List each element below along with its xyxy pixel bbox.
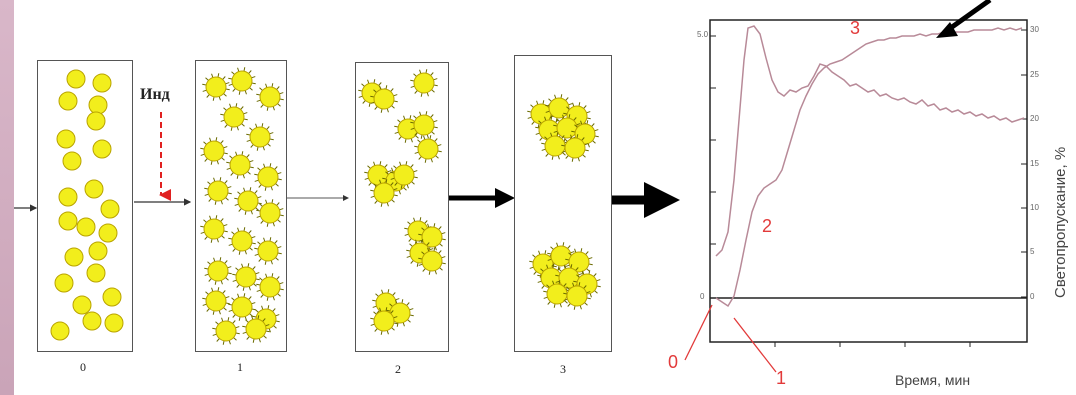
left-tick-zero: 0: [700, 292, 705, 301]
spiky-particle: [370, 179, 398, 207]
spiky-particle: [410, 69, 438, 97]
x-axis-title: Время, мин: [895, 372, 971, 388]
particle: [92, 73, 112, 93]
curve-turbidity: [715, 25, 1025, 257]
right-tick-10: 10: [1030, 203, 1039, 212]
panel-1-particles: [200, 67, 284, 345]
panel-1-label: 1: [237, 360, 243, 374]
curve-label-3: 3: [850, 18, 861, 38]
spiky-particle: [204, 257, 232, 285]
spiky-particle: [565, 248, 593, 276]
spiky-particle: [226, 151, 254, 179]
spiky-particle: [204, 177, 232, 205]
particle: [100, 199, 120, 219]
particle: [54, 273, 74, 293]
curve-label-1: 1: [776, 368, 787, 388]
indicator-label: Инд: [140, 86, 170, 103]
panel-3-particles: [527, 94, 601, 310]
spiky-particle: [200, 215, 228, 243]
spiky-particle: [254, 237, 282, 265]
right-tick-5: 5: [1030, 247, 1035, 256]
spiky-particle: [200, 137, 228, 165]
particle: [76, 217, 96, 237]
spiky-particle: [228, 293, 256, 321]
panel-2-particles: [358, 69, 446, 335]
particle: [82, 311, 102, 331]
particle: [58, 187, 78, 207]
right-tick-20: 20: [1030, 114, 1039, 123]
spiky-particle: [202, 287, 230, 315]
particle: [98, 223, 118, 243]
curve-label-0: 0: [668, 352, 679, 372]
spiky-particle: [256, 83, 284, 111]
particle: [50, 321, 70, 341]
spiky-particle: [212, 317, 240, 345]
curve-transmittance: [715, 27, 1023, 308]
spiky-particle: [254, 163, 282, 191]
right-axis-title: Светопропускание, %: [1052, 146, 1069, 298]
particle: [86, 111, 106, 131]
spiky-particle: [232, 263, 260, 291]
particle: [72, 295, 92, 315]
left-edge-band: [0, 0, 14, 395]
left-tick-top: 5.0: [697, 30, 709, 39]
spiky-particle: [228, 227, 256, 255]
spiky-particle: [242, 315, 270, 343]
spiky-particle: [220, 103, 248, 131]
particle: [66, 69, 86, 89]
right-tick-30: 30: [1030, 25, 1039, 34]
particle: [102, 287, 122, 307]
spiky-particle: [418, 223, 446, 251]
spiky-particle: [543, 280, 571, 308]
spiky-particle: [414, 135, 442, 163]
spiky-particle: [256, 199, 284, 227]
particle: [62, 151, 82, 171]
particle: [84, 179, 104, 199]
panel-3: [514, 55, 612, 352]
panel-3-label: 3: [560, 362, 566, 376]
spiky-particle: [370, 85, 398, 113]
panel-1: [195, 60, 287, 352]
panel-2-label: 2: [395, 362, 401, 376]
spiky-particle: [256, 273, 284, 301]
spiky-particle: [370, 307, 398, 335]
spiky-particle: [246, 123, 274, 151]
particle: [64, 247, 84, 267]
spiky-particle: [234, 187, 262, 215]
particle: [58, 91, 78, 111]
particle: [56, 129, 76, 149]
spiky-particle: [418, 247, 446, 275]
right-tick-0: 0: [1030, 292, 1035, 301]
panel-2: [355, 62, 449, 352]
spiky-particle: [563, 282, 591, 310]
panel-0-particles: [50, 69, 124, 341]
spiky-particle: [202, 73, 230, 101]
spiky-particle: [390, 161, 418, 189]
particle: [104, 313, 124, 333]
curve-label-2: 2: [762, 216, 773, 236]
panel-0: [37, 60, 133, 352]
particle: [86, 263, 106, 283]
right-tick-15: 15: [1030, 159, 1039, 168]
panel-0-label: 0: [80, 360, 86, 374]
spiky-particle: [228, 67, 256, 95]
particle: [58, 211, 78, 231]
spiky-particle: [410, 111, 438, 139]
right-tick-25: 25: [1030, 70, 1039, 79]
particle: [92, 139, 112, 159]
particle: [88, 241, 108, 261]
spiky-particle: [561, 134, 589, 162]
